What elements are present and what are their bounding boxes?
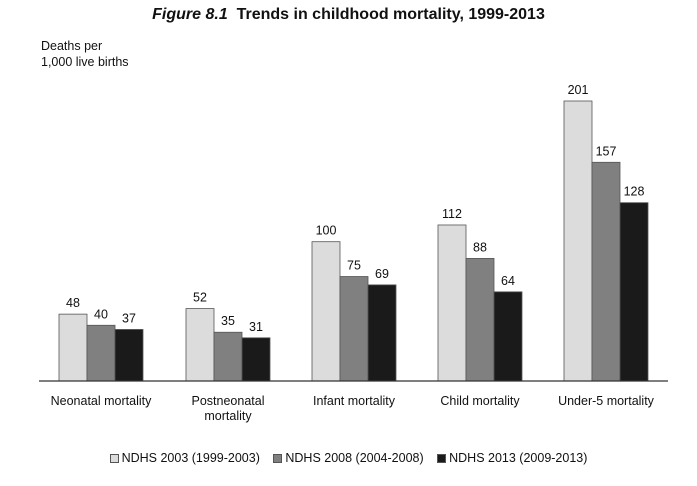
y-axis-label: Deaths per 1,000 live births [41,38,129,70]
legend-item-series-1: NDHS 2003 (1999-2003) [109,451,260,465]
bar-4-series-1 [437,224,467,382]
data-label-4-series-2: 88 [473,240,487,254]
category-label-2-line-2: mortality [204,409,252,423]
figure-number: Figure 8.1 [152,6,228,23]
bar-1-series-3 [114,329,144,382]
bar-4-series-2 [465,258,495,382]
bar-3-series-1 [311,241,341,382]
category-label-5: Under-5 mortality [558,394,655,408]
bar-5-series-2 [591,161,621,382]
bar-2-series-3 [241,337,271,382]
y-axis-label-line-2: 1,000 live births [41,55,129,69]
legend-label-series-1: NDHS 2003 (1999-2003) [121,451,260,465]
legend-swatch-series-3 [437,453,447,463]
data-label-3-series-3: 69 [375,267,389,281]
data-label-3-series-2: 75 [347,259,361,273]
bar-3-series-3 [367,284,397,382]
data-label-4-series-1: 112 [442,207,462,221]
category-label-2-line-1: Postneonatal [192,394,265,408]
y-axis-label-line-1: Deaths per [41,39,103,53]
chart-title: Figure 8.1 Trends in childhood mortality… [0,6,697,24]
bar-5-series-1 [563,100,593,382]
data-label-1-series-2: 40 [94,307,108,321]
data-label-2-series-1: 52 [193,291,207,305]
data-label-5-series-1: 201 [568,83,589,97]
bar-2-series-1 [185,308,215,382]
category-label-4: Child mortality [440,394,520,408]
legend-label-series-2: NDHS 2008 (2004-2008) [285,451,424,465]
data-label-4-series-3: 64 [501,274,515,288]
data-label-2-series-3: 31 [249,320,263,334]
data-label-3-series-1: 100 [316,224,337,238]
bar-chart: 48 40 37 Neonatal mortality 52 35 31 Postneonat… [39,83,668,423]
legend-item-series-2: NDHS 2008 (2004-2008) [273,451,424,465]
legend-swatch-series-2 [273,453,283,463]
bar-1-series-2 [86,324,116,382]
data-label-5-series-2: 157 [596,144,617,158]
bar-2-series-2 [213,331,243,382]
legend: NDHS 2003 (1999-2003) NDHS 2008 (2004-20… [0,451,697,466]
figure-title: Trends in childhood mortality, 1999-2013 [236,6,545,23]
bar-3-series-2 [339,276,369,382]
data-label-5-series-3: 128 [624,185,645,199]
data-label-1-series-1: 48 [66,296,80,310]
bar-1-series-1 [58,313,88,382]
legend-swatch-series-1 [109,453,119,463]
category-label-3: Infant mortality [313,394,396,408]
data-label-1-series-3: 37 [122,311,136,325]
data-label-2-series-2: 35 [221,314,235,328]
bar-4-series-3 [493,291,523,382]
legend-item-series-3: NDHS 2013 (2009-2013) [437,451,587,465]
bar-5-series-3 [619,202,649,382]
category-label-1: Neonatal mortality [51,394,152,408]
legend-label-series-3: NDHS 2013 (2009-2013) [449,451,588,465]
